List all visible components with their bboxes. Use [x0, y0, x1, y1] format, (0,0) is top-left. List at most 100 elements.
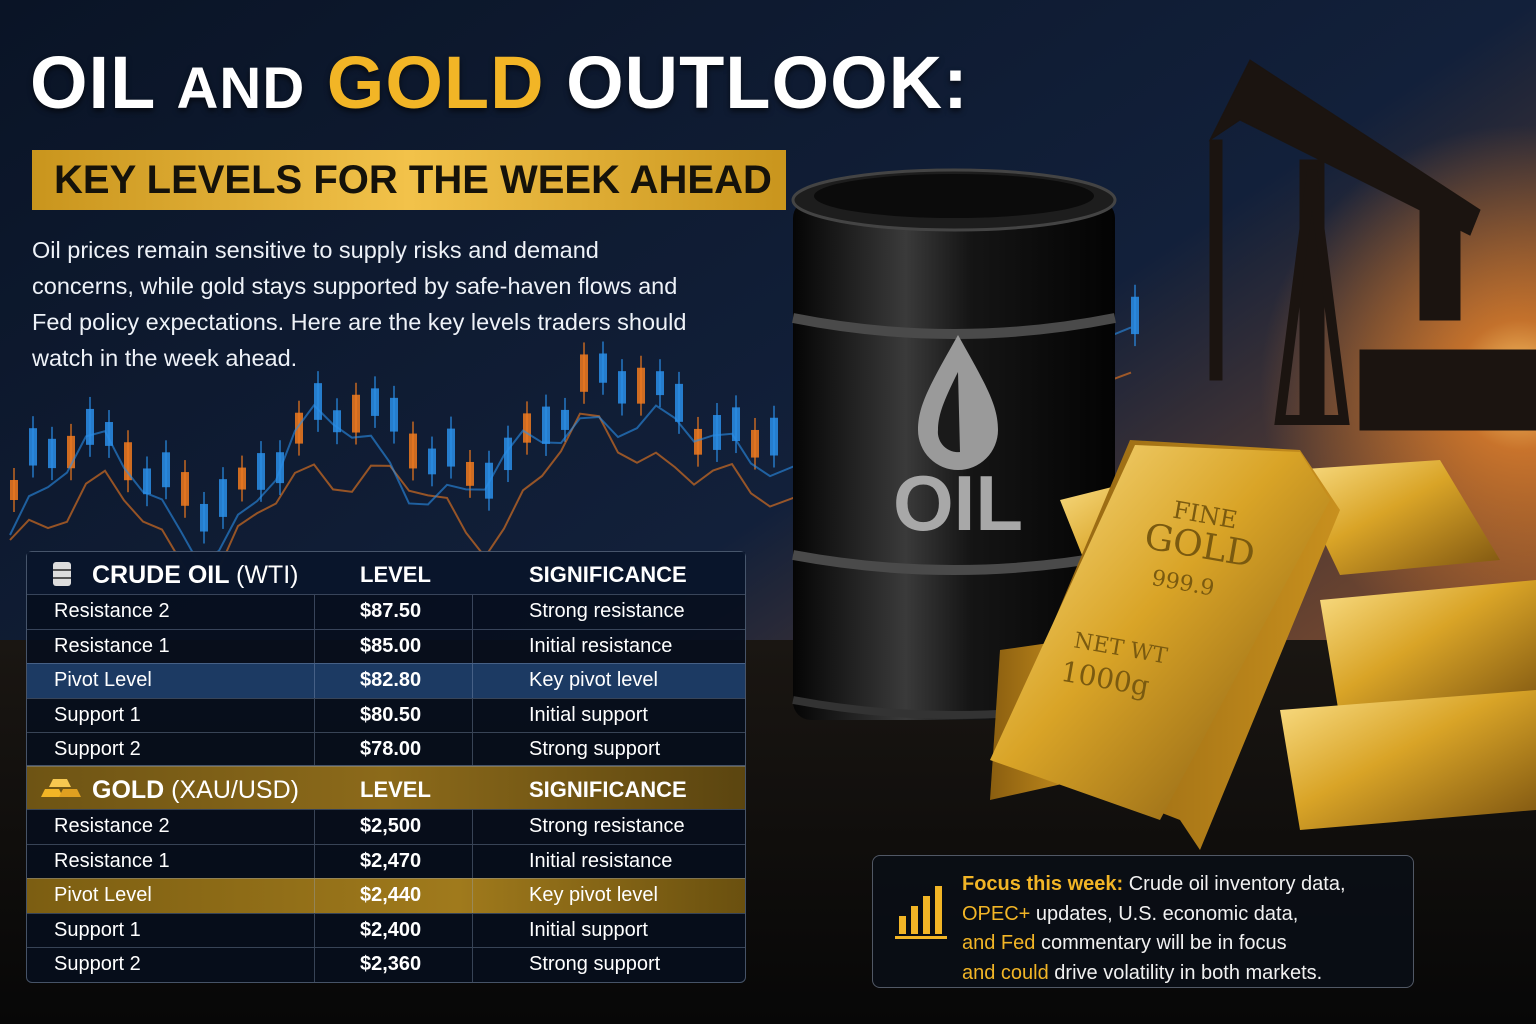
- decor-candle: [447, 428, 455, 467]
- decor-candle: [86, 408, 94, 445]
- decor-candle: [466, 461, 474, 486]
- decor-candle: [257, 453, 265, 490]
- table-row: Pivot Level $2,440 Key pivot level: [27, 878, 745, 913]
- column-header: SIGNIFICANCE: [529, 562, 687, 587]
- divider: [314, 879, 315, 913]
- level-price: $80.50: [360, 703, 422, 726]
- table-row: Resistance 2 $87.50 Strong resistance: [27, 594, 745, 629]
- decor-candle: [637, 367, 645, 404]
- chart-icon: [895, 886, 947, 939]
- level-price: $2,500: [360, 815, 422, 837]
- divider: [472, 664, 473, 698]
- decor-candle: [599, 353, 607, 383]
- focus-highlight: OPEC+: [962, 902, 1031, 925]
- decor-candle: [9, 371, 1132, 593]
- column-header: LEVEL: [360, 562, 431, 587]
- decor-candle: [751, 429, 759, 458]
- decor-candle: [504, 437, 512, 471]
- divider: [472, 913, 473, 947]
- level-name: Support 2: [54, 953, 141, 975]
- focus-label: Focus this week:: [962, 873, 1124, 895]
- table-row: Support 1 $2,400 Initial support: [27, 912, 745, 947]
- decor-candle: [580, 354, 588, 392]
- decor-candle: [713, 415, 721, 450]
- level-price: $82.80: [360, 669, 422, 691]
- level-price: $87.50: [360, 600, 422, 622]
- title-word: AND: [176, 56, 306, 121]
- level-price: $2,400: [360, 918, 422, 941]
- level-name: Support 1: [54, 703, 141, 726]
- focus-highlight: and Fed: [962, 932, 1036, 954]
- title: OIL AND GOLD OUTLOOK:: [30, 40, 969, 125]
- title-word: GOLD: [326, 41, 545, 124]
- level-price: $2,470: [360, 849, 422, 872]
- level-significance: Strong resistance: [529, 600, 685, 622]
- decor-candle: [352, 394, 360, 433]
- title-word: OUTLOOK:: [566, 41, 969, 124]
- title-word: OIL: [30, 41, 155, 124]
- gold-table: GOLD (XAU/USD) LEVEL SIGNIFICANCE Resistanc…: [26, 765, 746, 983]
- decor-candle: [523, 413, 531, 443]
- level-price: $78.00: [360, 738, 422, 760]
- divider: [472, 844, 473, 878]
- focus-part: drive volatility in both markets.: [1048, 961, 1323, 984]
- level-name: Resistance 1: [54, 634, 170, 657]
- subtitle: KEY LEVELS FOR THE WEEK AHEAD: [32, 150, 786, 210]
- level-name: Resistance 2: [54, 815, 170, 837]
- decor-candle: [295, 412, 303, 444]
- decor-candle: [371, 388, 379, 416]
- divider: [314, 844, 315, 878]
- level-significance: Initial support: [529, 918, 648, 941]
- divider: [472, 698, 473, 732]
- decor-candle: [694, 428, 702, 455]
- decor-candle: [143, 468, 151, 495]
- table-row: Resistance 1 $85.00 Initial resistance: [27, 628, 745, 663]
- table-title-suffix: (XAU/USD): [171, 776, 299, 804]
- divider: [472, 629, 473, 663]
- decor-candle: [561, 409, 569, 430]
- focus-box: Focus this week: Crude oil inventory dat…: [872, 855, 1414, 988]
- decor-candle: [390, 397, 398, 432]
- decor-candle: [314, 383, 322, 420]
- decor-candle: [219, 479, 227, 517]
- table-title: GOLD (XAU/USD): [92, 767, 299, 813]
- decor-candle: [162, 452, 170, 488]
- level-significance: Initial resistance: [529, 634, 673, 657]
- focus-part: Crude oil inventory data,: [1123, 873, 1346, 895]
- decor-candle: [675, 383, 683, 422]
- table-icon: [53, 562, 71, 586]
- divider: [314, 913, 315, 947]
- divider: [314, 948, 315, 982]
- level-significance: Strong resistance: [529, 815, 685, 837]
- level-name: Resistance 2: [54, 600, 170, 622]
- table-row: Resistance 2 $2,500 Strong resistance: [27, 809, 745, 844]
- decor-candle: [333, 410, 341, 433]
- divider: [314, 698, 315, 732]
- decor-candle: [542, 406, 550, 444]
- decor-candle: [29, 428, 37, 466]
- divider: [314, 595, 315, 629]
- divider: [472, 733, 473, 767]
- divider: [472, 948, 473, 982]
- decor-candle: [428, 448, 436, 475]
- level-significance: Key pivot level: [529, 884, 658, 906]
- divider: [472, 810, 473, 844]
- decor-candle: [181, 472, 189, 506]
- level-significance: Key pivot level: [529, 669, 658, 691]
- focus-highlight: and could: [962, 961, 1049, 984]
- decor-candle: [124, 442, 132, 481]
- level-significance: Initial resistance: [529, 849, 673, 872]
- level-name: Support 1: [54, 918, 141, 941]
- level-name: Support 2: [54, 738, 141, 760]
- decor-candle: [656, 371, 664, 396]
- decor-candle: [67, 435, 75, 469]
- level-significance: Strong support: [529, 738, 661, 760]
- decor-candle: [238, 467, 246, 490]
- divider: [314, 629, 315, 663]
- level-significance: Strong support: [529, 953, 661, 975]
- table-header: GOLD (XAU/USD) LEVEL SIGNIFICANCE: [27, 766, 745, 809]
- table-icon: [41, 779, 81, 797]
- divider: [472, 879, 473, 913]
- decor-candle: [10, 480, 18, 500]
